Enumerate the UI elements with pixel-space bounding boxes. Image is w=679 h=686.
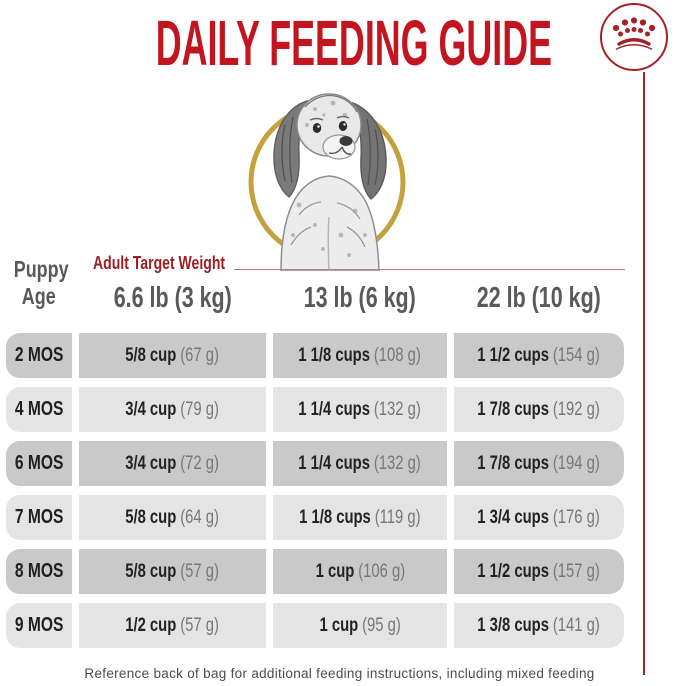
- table-row: 4 MOS 3/4 cup (79 g) 1 1/4 cups (132 g) 1 …: [6, 387, 625, 432]
- cups-value: 5/8 cup: [125, 344, 177, 366]
- grams-value: (64 g): [180, 506, 220, 528]
- age-header-line2: Age: [22, 283, 56, 309]
- amount-cell: 3/4 cup (72 g): [79, 441, 266, 486]
- cups-value: 1 7/8 cups: [477, 452, 550, 474]
- amount-cell: 5/8 cup (64 g): [79, 495, 266, 540]
- table-header: Puppy Age Adult Target Weight 6.6 lb (3 …: [6, 252, 625, 315]
- table-row: 8 MOS 5/8 cup (57 g) 1 cup (106 g) 1 1/2 c…: [6, 549, 625, 594]
- age-value: 7 MOS: [14, 506, 64, 528]
- age-cell: 2 MOS: [6, 333, 72, 378]
- amount-cell: 3/4 cup (79 g): [79, 387, 266, 432]
- cups-value: 5/8 cup: [125, 506, 177, 528]
- grams-value: (194 g): [553, 452, 601, 474]
- grams-value: (176 g): [553, 506, 601, 528]
- amount-cell: 1 3/8 cups (141 g): [454, 603, 624, 648]
- cups-value: 1 1/8 cups: [298, 344, 371, 366]
- amount-cell: 5/8 cup (57 g): [79, 549, 266, 594]
- amount-cell: 1 1/8 cups (119 g): [273, 495, 447, 540]
- group-header-row: Adult Target Weight: [79, 252, 625, 274]
- amount-cell: 1 7/8 cups (192 g): [454, 387, 624, 432]
- grams-value: (57 g): [180, 614, 220, 636]
- cups-value: 1 3/4 cups: [477, 506, 550, 528]
- weight-column-headers: 6.6 lb (3 kg) 13 lb (6 kg) 22 lb (10 kg): [79, 281, 625, 315]
- amount-cell: 1 7/8 cups (194 g): [454, 441, 624, 486]
- weight-column-2: 13 lb (6 kg): [303, 281, 417, 314]
- cups-value: 1 1/4 cups: [298, 398, 371, 420]
- amount-cell: 1 1/4 cups (132 g): [273, 441, 447, 486]
- age-cell: 8 MOS: [6, 549, 72, 594]
- group-header-label: Adult Target Weight: [93, 253, 226, 273]
- crown-dots: [612, 17, 656, 37]
- group-header-underline: [234, 269, 625, 270]
- grams-value: (119 g): [374, 506, 421, 528]
- grams-value: (67 g): [180, 344, 220, 366]
- grams-value: (79 g): [180, 398, 220, 420]
- weight-column-3: 22 lb (10 kg): [476, 281, 602, 314]
- cups-value: 3/4 cup: [125, 452, 177, 474]
- cups-value: 1 1/2 cups: [477, 560, 550, 582]
- amount-cell: 1 1/8 cups (108 g): [273, 333, 447, 378]
- table-row: 9 MOS 1/2 cup (57 g) 1 cup (95 g) 1 3/8 cu…: [6, 603, 625, 648]
- age-cell: 6 MOS: [6, 441, 72, 486]
- amount-cell: 1 cup (106 g): [273, 549, 447, 594]
- age-value: 6 MOS: [14, 452, 64, 474]
- cups-value: 1 cup: [319, 614, 359, 636]
- cups-value: 3/4 cup: [125, 398, 177, 420]
- amount-cell: 1 cup (95 g): [273, 603, 447, 648]
- grams-value: (132 g): [374, 398, 422, 420]
- grams-value: (132 g): [374, 452, 422, 474]
- cups-value: 1 3/8 cups: [477, 614, 550, 636]
- age-column-header: Puppy Age: [6, 252, 72, 315]
- amount-cell: 5/8 cup (67 g): [79, 333, 266, 378]
- cups-value: 1 1/8 cups: [299, 506, 371, 528]
- age-cell: 7 MOS: [6, 495, 72, 540]
- age-header-line1: Puppy: [13, 256, 69, 282]
- grams-value: (72 g): [180, 452, 220, 474]
- grams-value: (154 g): [553, 344, 601, 366]
- royal-canin-crown-logo: [600, 3, 668, 71]
- amount-cell: 1/2 cup (57 g): [79, 603, 266, 648]
- grams-value: (95 g): [361, 614, 401, 636]
- amount-cell: 1 1/2 cups (157 g): [454, 549, 624, 594]
- page-title: DAILY FEEDING GUIDE: [0, 8, 620, 78]
- table-row: 7 MOS 5/8 cup (64 g) 1 1/8 cups (119 g) 1 …: [6, 495, 625, 540]
- age-cell: 9 MOS: [6, 603, 72, 648]
- grams-value: (192 g): [553, 398, 601, 420]
- page-title-text: DAILY FEEDING GUIDE: [155, 7, 552, 79]
- age-value: 4 MOS: [14, 398, 64, 420]
- grams-value: (141 g): [553, 614, 601, 636]
- cups-value: 1 1/4 cups: [298, 452, 371, 474]
- table-row: 2 MOS 5/8 cup (67 g) 1 1/8 cups (108 g) 1 …: [6, 333, 625, 378]
- age-cell: 4 MOS: [6, 387, 72, 432]
- table-row: 6 MOS 3/4 cup (72 g) 1 1/4 cups (132 g) 1 …: [6, 441, 625, 486]
- vertical-accent-rule: [643, 72, 645, 675]
- amount-cell: 1 1/4 cups (132 g): [273, 387, 447, 432]
- puppy-illustration: [248, 93, 406, 271]
- age-value: 2 MOS: [14, 344, 64, 366]
- cups-value: 1 7/8 cups: [477, 398, 550, 420]
- cups-value: 1 cup: [315, 560, 354, 582]
- age-value: 9 MOS: [14, 614, 64, 636]
- cups-value: 5/8 cup: [125, 560, 177, 582]
- amount-cell: 1 1/2 cups (154 g): [454, 333, 624, 378]
- cups-value: 1 1/2 cups: [477, 344, 550, 366]
- amount-cell: 1 3/4 cups (176 g): [454, 495, 624, 540]
- grams-value: (157 g): [553, 560, 601, 582]
- weight-column-1: 6.6 lb (3 kg): [113, 281, 232, 314]
- age-value: 8 MOS: [14, 560, 64, 582]
- cups-value: 1/2 cup: [125, 614, 177, 636]
- grams-value: (108 g): [374, 344, 422, 366]
- footer-note: Reference back of bag for additional fee…: [84, 666, 595, 681]
- grams-value: (57 g): [180, 560, 220, 582]
- grams-value: (106 g): [357, 560, 405, 582]
- feeding-table: 2 MOS 5/8 cup (67 g) 1 1/8 cups (108 g) 1 …: [6, 333, 625, 657]
